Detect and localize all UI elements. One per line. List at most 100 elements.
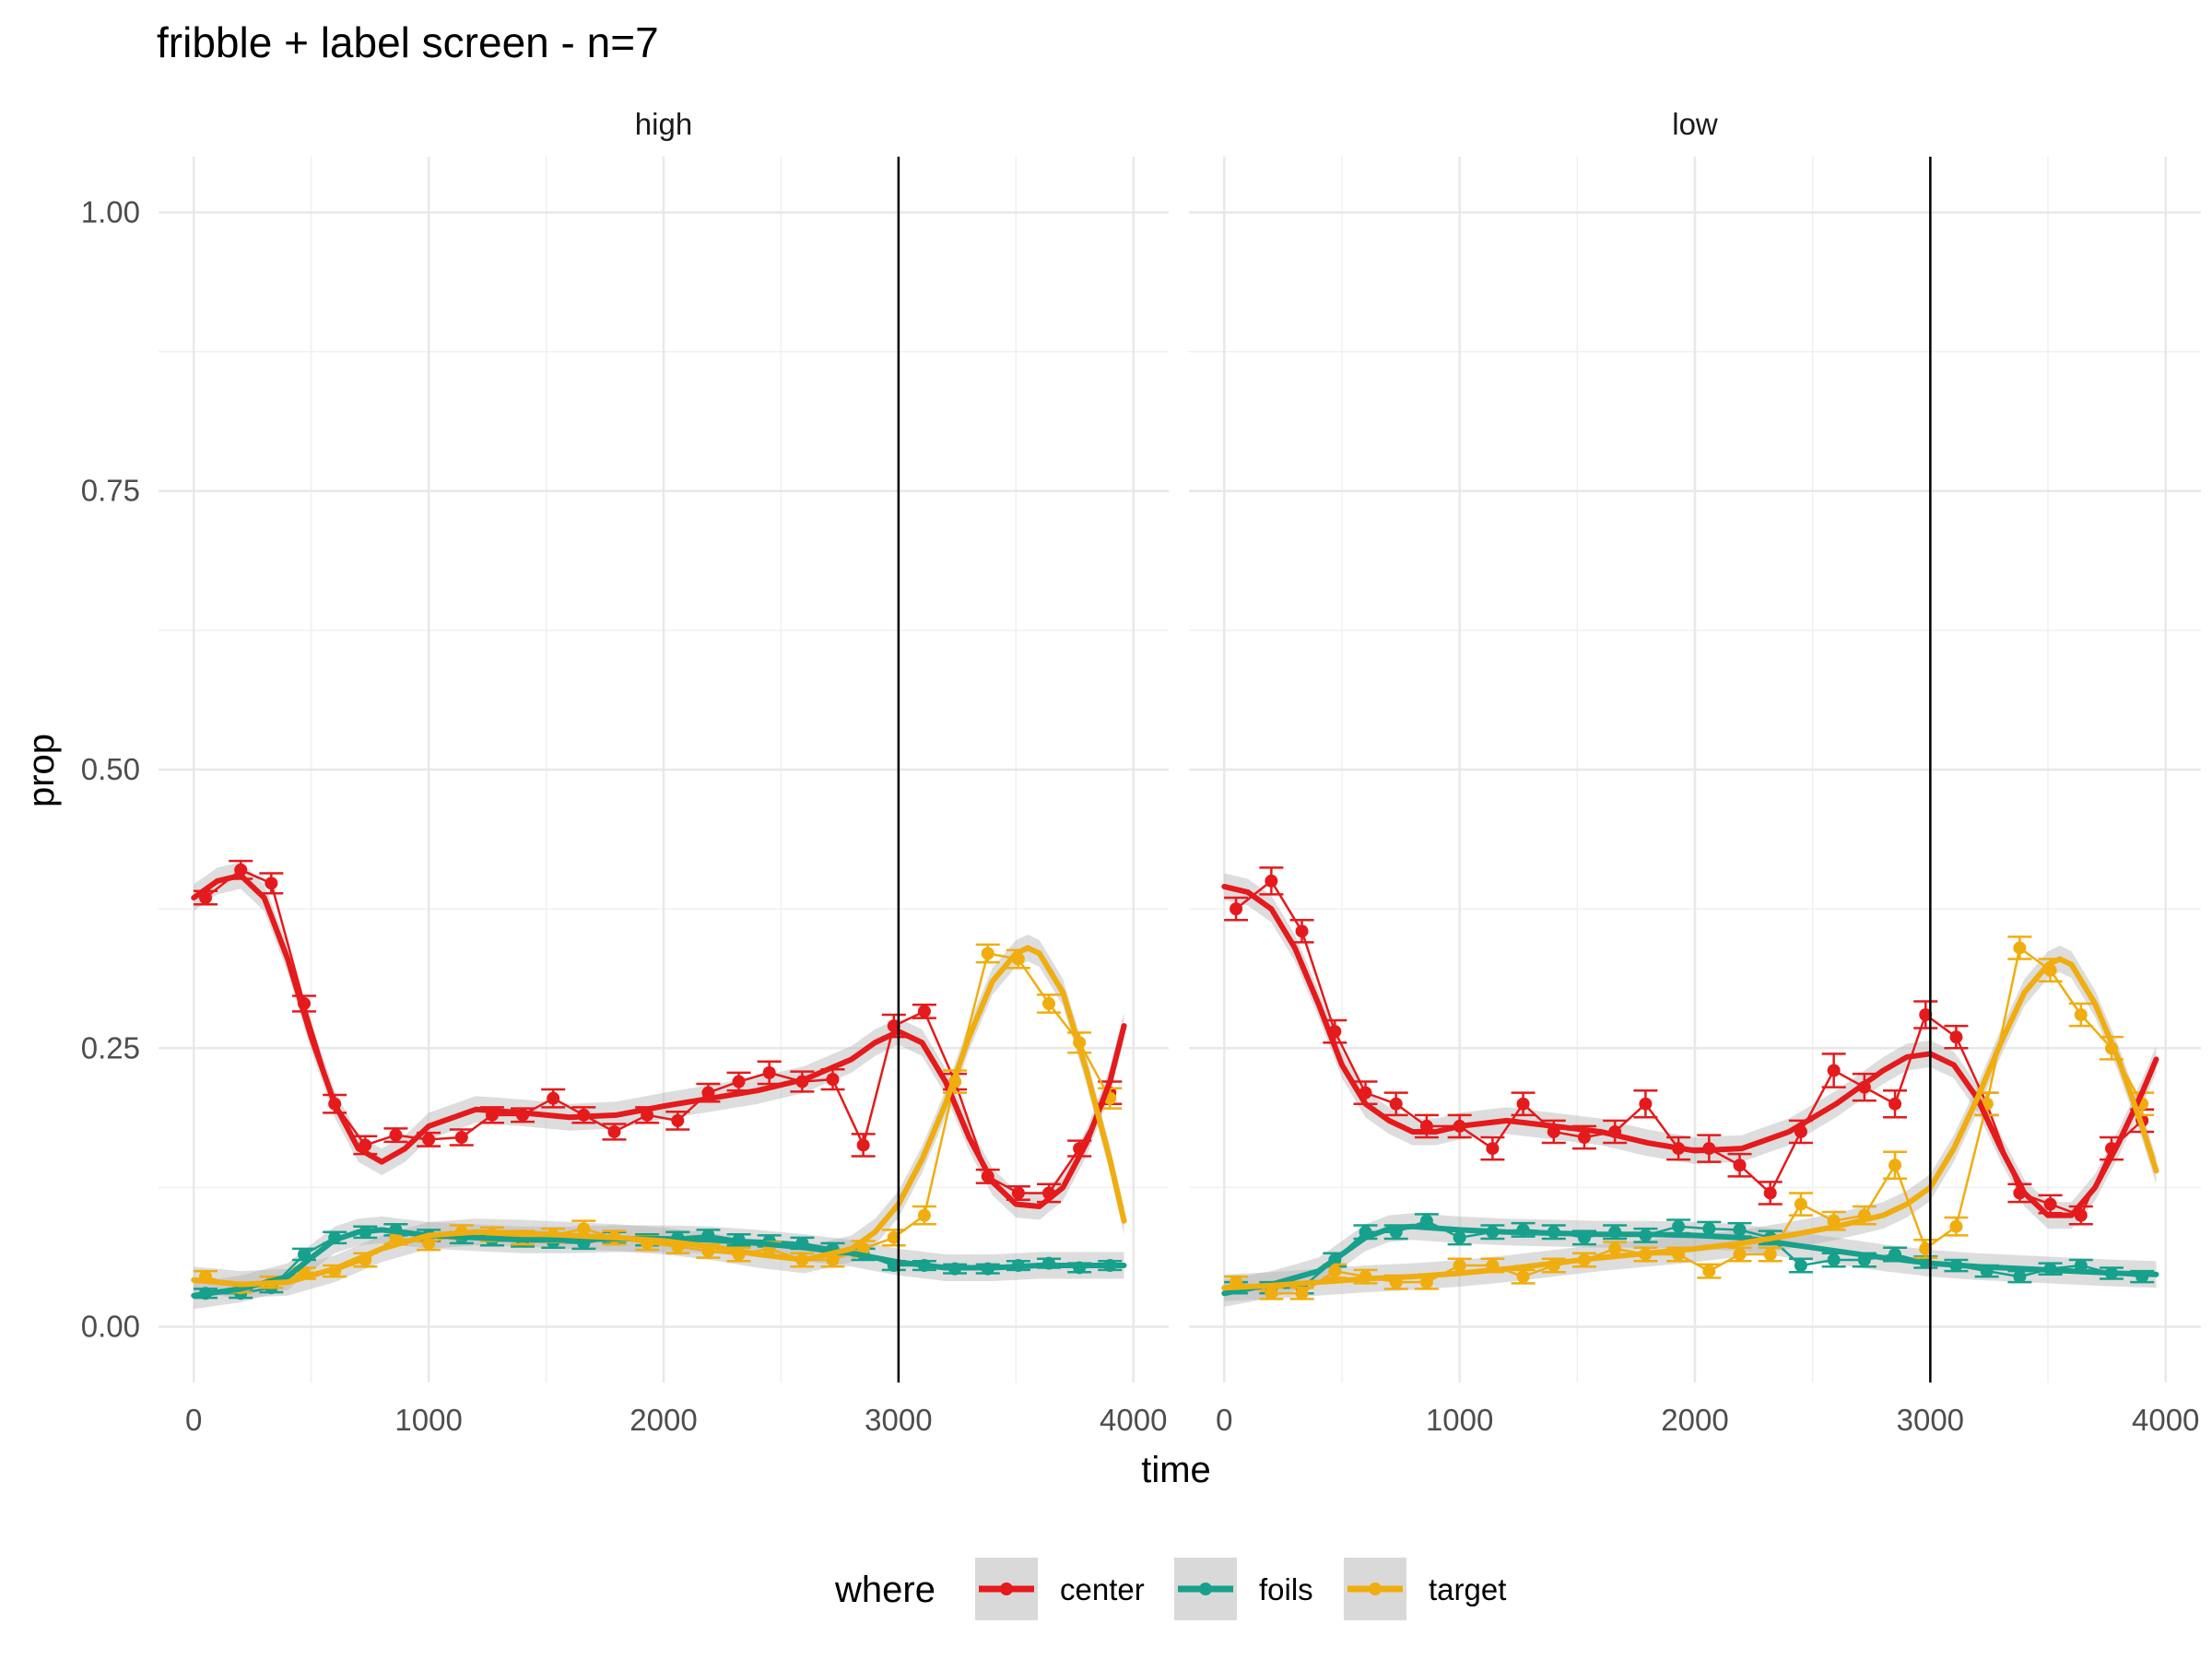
smooth-band-center (1224, 873, 2157, 1230)
x-tick-label: 0 (185, 1403, 202, 1437)
data-point (2013, 941, 2027, 955)
series-line-center (205, 868, 1112, 1194)
data-point (1733, 1223, 1747, 1237)
data-point (1265, 1287, 1278, 1300)
x-tick-label: 2000 (629, 1403, 697, 1437)
legend-label-center: center (1060, 1572, 1145, 1606)
data-point (1608, 1241, 1622, 1255)
data-point (1577, 1131, 1591, 1144)
data-point (607, 1124, 621, 1138)
legend-key-center (975, 1558, 1038, 1620)
smooth-band-target (1224, 946, 2157, 1301)
smooth-line-center (1221, 883, 2159, 1218)
x-axis-ticks: 0 1000 2000 3000 4000 (1216, 1403, 2199, 1437)
legend-key-point (1369, 1583, 1382, 1595)
x-tick-label: 2000 (1661, 1403, 1728, 1437)
data-point (389, 1128, 403, 1142)
x-tick-label: 3000 (1897, 1403, 1964, 1437)
data-point (671, 1113, 685, 1127)
data-point (1733, 1159, 1747, 1172)
legend-key-target (1344, 1558, 1406, 1620)
legend-title: where (834, 1570, 935, 1610)
panels-layer: high 0 1000 2000 3000 4000 0.00 0.25 0.50 0.75 1.0… (81, 107, 2201, 1437)
data-point (1265, 874, 1278, 888)
data-point (917, 1005, 931, 1018)
panel-high: high 0 1000 2000 3000 4000 0.00 0.25 0.50 0.75 1.0… (81, 107, 1169, 1437)
smooth-band-target (194, 934, 1124, 1299)
data-point (887, 1230, 900, 1244)
data-point (856, 1138, 870, 1152)
data-point (762, 1065, 776, 1079)
x-tick-label: 4000 (1100, 1403, 1167, 1437)
legend-key-point (1199, 1583, 1212, 1595)
y-axis-title: prop (21, 734, 62, 807)
legend-key-point (1000, 1583, 1013, 1595)
x-axis-ticks: 0 1000 2000 3000 4000 (185, 1403, 1167, 1437)
data-point (917, 1208, 931, 1222)
panel-strip-label: high (635, 107, 692, 141)
data-point (1733, 1247, 1747, 1261)
data-point (2013, 1270, 2027, 1284)
y-tick-label: 0.50 (81, 752, 140, 786)
data-point (1702, 1265, 1716, 1278)
data-point (2074, 1008, 2088, 1021)
data-point (547, 1091, 560, 1105)
smooth-line-foils (1221, 1223, 2159, 1297)
data-point (1919, 1241, 1933, 1255)
data-point (1949, 1030, 1963, 1044)
data-point (1389, 1097, 1403, 1111)
data-point (1453, 1230, 1466, 1244)
data-point (1888, 1097, 1902, 1111)
y-tick-label: 0.25 (81, 1030, 140, 1065)
data-point (2043, 1197, 2057, 1211)
data-point (1763, 1186, 1777, 1200)
x-tick-label: 4000 (2132, 1403, 2199, 1437)
x-tick-label: 1000 (394, 1403, 462, 1437)
data-point (1042, 996, 1056, 1010)
x-tick-label: 1000 (1426, 1403, 1493, 1437)
y-tick-label: 1.00 (81, 194, 140, 229)
data-point (1486, 1142, 1500, 1156)
y-tick-label: 0.75 (81, 474, 140, 508)
data-point (1827, 1253, 1841, 1266)
legend-label-target: target (1429, 1572, 1506, 1606)
data-point (1827, 1064, 1841, 1077)
data-point (1516, 1270, 1530, 1284)
panel-low: low 0 1000 2000 3000 4000 (1189, 107, 2201, 1437)
data-point (1672, 1219, 1686, 1233)
data-point (1419, 1276, 1433, 1289)
data-point (1794, 1259, 1807, 1273)
legend: where center foils target (834, 1558, 1506, 1620)
data-point (826, 1073, 840, 1087)
smooth-line-target (1221, 956, 2159, 1291)
data-point (1516, 1097, 1530, 1111)
legend-key-foils (1174, 1558, 1237, 1620)
x-axis-title: time (1141, 1450, 1211, 1490)
data-point (1230, 902, 1243, 916)
data-point (1888, 1159, 1902, 1172)
legend-label-foils: foils (1259, 1572, 1313, 1606)
y-tick-label: 0.00 (81, 1310, 140, 1344)
chart-title: fribble + label screen - n=7 (157, 18, 659, 66)
data-point (1011, 1186, 1025, 1200)
data-point (1639, 1097, 1653, 1111)
data-point (422, 1236, 436, 1250)
smooth-line-center (191, 872, 1127, 1209)
y-axis-ticks: 0.00 0.25 0.50 0.75 1.00 (81, 194, 140, 1343)
data-point (422, 1133, 436, 1147)
smooth-line-target (191, 945, 1127, 1288)
data-point (1763, 1247, 1777, 1261)
data-point (454, 1131, 468, 1144)
data-point (981, 947, 994, 960)
data-point (1328, 1265, 1342, 1278)
data-point (265, 877, 278, 890)
x-tick-label: 0 (1216, 1403, 1232, 1437)
data-point (234, 863, 248, 877)
x-tick-label: 3000 (865, 1403, 932, 1437)
data-point (1295, 1287, 1309, 1300)
data-point (1919, 1008, 1933, 1021)
data-point (732, 1075, 746, 1088)
data-point (1949, 1219, 1963, 1233)
